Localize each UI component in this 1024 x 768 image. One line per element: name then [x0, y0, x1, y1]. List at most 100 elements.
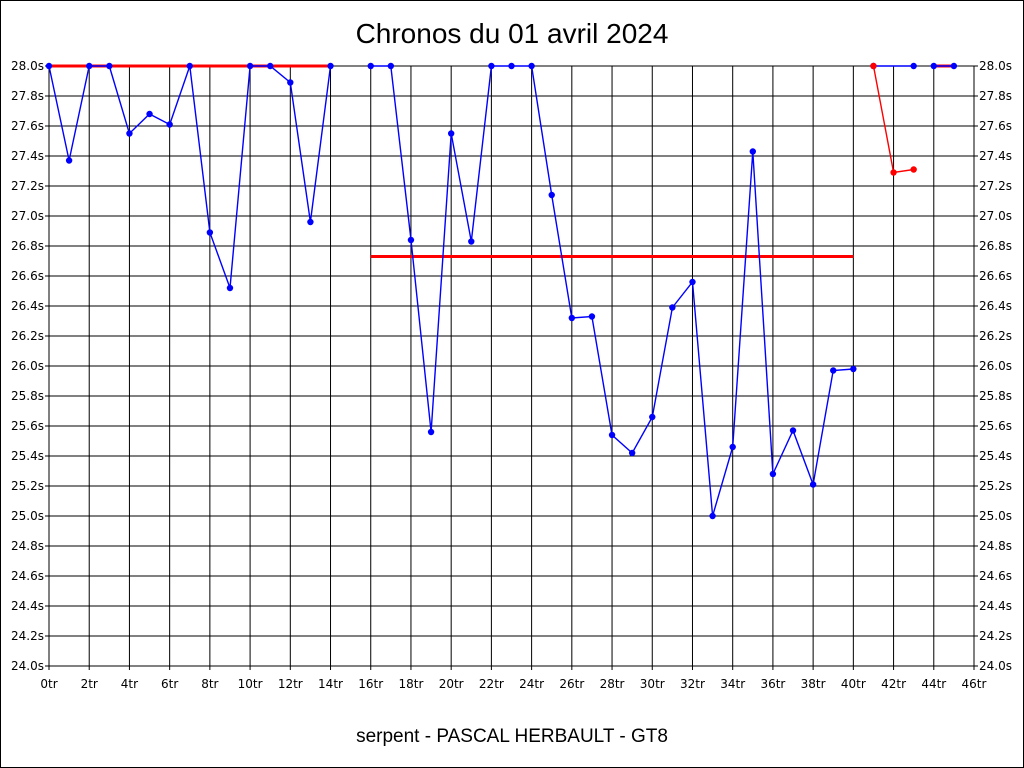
y-tick-label: 27.8s	[11, 89, 44, 103]
y-tick-label: 24.4s	[979, 599, 1012, 613]
y-tick-label: 24.6s	[11, 569, 44, 583]
y-tick-label: 25.8s	[11, 389, 44, 403]
data-point	[910, 166, 917, 173]
y-tick-label: 27.6s	[11, 119, 44, 133]
data-point	[166, 121, 173, 128]
data-point	[427, 428, 435, 436]
x-tick-label: 18tr	[398, 677, 423, 691]
y-tick-label: 26.6s	[11, 269, 44, 283]
y-tick-label: 24.2s	[11, 629, 44, 643]
data-point	[729, 443, 736, 451]
y-tick-label: 27.4s	[11, 149, 44, 163]
y-tick-label: 24.6s	[979, 569, 1012, 583]
data-point	[568, 314, 576, 322]
x-tick-label: 20tr	[439, 677, 464, 691]
data-point	[830, 367, 837, 374]
x-tick-label: 30tr	[640, 677, 665, 691]
data-point	[126, 130, 133, 137]
data-point	[870, 62, 877, 70]
data-point	[468, 238, 475, 245]
y-tick-labels-left: 24.0s 24.2s 24.4s 24.6s 24.8s 25.0s 25.2s 25.4s…	[11, 59, 44, 673]
x-tick-label: 0tr	[40, 677, 57, 691]
x-tick-label: 8tr	[201, 677, 218, 691]
y-tick-label: 26.0s	[11, 359, 44, 373]
x-tick-label: 12tr	[278, 677, 303, 691]
data-point	[528, 62, 535, 70]
y-tick-label: 26.2s	[979, 329, 1012, 343]
y-tick-label: 28.0s	[979, 59, 1012, 73]
y-tick-label: 27.4s	[979, 149, 1012, 163]
y-tick-label: 27.2s	[979, 179, 1012, 193]
data-point	[186, 62, 193, 70]
x-tick-label: 14tr	[318, 677, 343, 691]
y-tick-label: 26.8s	[979, 239, 1012, 253]
y-tick-label: 26.8s	[11, 239, 44, 253]
data-point	[809, 481, 817, 488]
data-point	[930, 62, 937, 70]
y-tick-label: 25.0s	[11, 509, 44, 523]
y-tick-label: 25.8s	[979, 389, 1012, 403]
data-point	[86, 62, 93, 70]
y-tick-label: 25.0s	[979, 509, 1012, 523]
reference-lines	[49, 64, 954, 258]
data-point	[367, 62, 374, 70]
x-tick-label: 10tr	[238, 677, 263, 691]
data-point	[508, 62, 515, 70]
y-tick-label: 24.8s	[979, 539, 1012, 553]
y-tick-label: 26.6s	[979, 269, 1012, 283]
data-point	[669, 304, 676, 311]
y-tick-label: 24.8s	[11, 539, 44, 553]
x-tick-label: 34tr	[720, 677, 745, 691]
data-point	[628, 449, 636, 457]
data-point	[407, 236, 415, 244]
data-point	[548, 191, 555, 199]
data-point	[226, 284, 234, 292]
data-point	[709, 512, 716, 520]
x-tick-label: 16tr	[358, 677, 383, 691]
data-point	[608, 431, 616, 439]
x-tick-label: 36tr	[760, 677, 785, 691]
x-tick-labels: 0tr 2tr 4tr 6tr 8tr 10tr 12tr 14tr 16tr 18tr 20tr 2…	[40, 677, 986, 691]
data-point	[106, 62, 113, 70]
series-line	[48, 65, 332, 289]
y-tick-label: 24.0s	[11, 659, 44, 673]
data-point	[387, 62, 395, 70]
y-tick-label: 24.4s	[11, 599, 44, 613]
grid	[45, 65, 978, 670]
y-tick-label: 25.6s	[979, 419, 1012, 433]
data-point	[649, 413, 656, 421]
data-point	[266, 62, 274, 70]
data-point	[488, 62, 495, 70]
chart-title: Chronos du 01 avril 2024	[356, 18, 669, 49]
x-tick-label: 40tr	[841, 677, 866, 691]
x-tick-label: 26tr	[559, 677, 584, 691]
x-tick-label: 4tr	[121, 677, 138, 691]
data-point	[206, 229, 214, 236]
data-point	[307, 218, 314, 226]
x-tick-label: 6tr	[161, 677, 178, 691]
data-point	[950, 62, 958, 70]
x-tick-label: 38tr	[801, 677, 826, 691]
x-tick-label: 42tr	[881, 677, 906, 691]
data-point	[689, 278, 696, 286]
y-tick-label: 26.4s	[979, 299, 1012, 313]
y-tick-labels-right: 24.0s 24.2s 24.4s 24.6s 24.8s 25.0s 25.2s 25.4s…	[979, 59, 1012, 673]
data-point	[327, 62, 334, 70]
y-tick-label: 26.4s	[11, 299, 44, 313]
y-tick-label: 25.4s	[979, 449, 1012, 463]
x-tick-label: 32tr	[680, 677, 705, 691]
data-point	[769, 470, 777, 478]
series	[45, 62, 958, 520]
data-point	[287, 79, 294, 86]
x-tick-label: 2tr	[81, 677, 98, 691]
y-tick-label: 24.0s	[979, 659, 1012, 673]
x-tick-label: 44tr	[921, 677, 946, 691]
y-tick-label: 25.4s	[11, 449, 44, 463]
y-tick-label: 27.2s	[11, 179, 44, 193]
y-tick-label: 27.8s	[979, 89, 1012, 103]
y-tick-label: 25.2s	[11, 479, 44, 493]
y-tick-label: 26.0s	[979, 359, 1012, 373]
y-tick-label: 26.2s	[11, 329, 44, 343]
data-point	[45, 62, 53, 70]
data-point	[146, 110, 153, 118]
